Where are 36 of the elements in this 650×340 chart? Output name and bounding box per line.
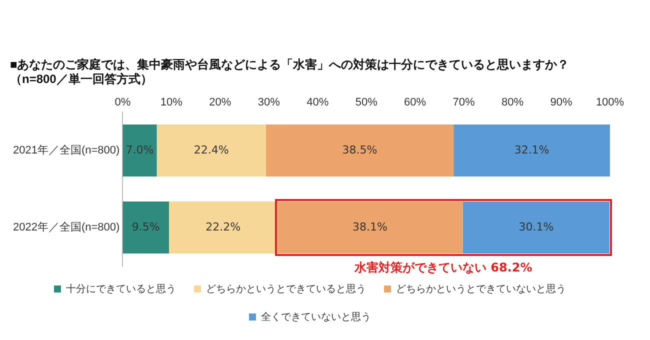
legend-label: どちらかというとできていないと思う [396, 284, 566, 295]
x-tick-label: 100% [596, 96, 624, 108]
annotation: 水害対策ができていない 68.2% [353, 260, 532, 275]
data-label: 9.5% [132, 220, 160, 234]
data-label: 7.0% [126, 143, 154, 156]
bar [462, 202, 610, 254]
y-tick-label: 2021年／全国(n=800) [12, 144, 120, 157]
x-tick-label: 20% [209, 96, 232, 108]
legend-label: どちらかというとできていると思う [206, 284, 366, 295]
data-label: 30.1% [518, 220, 554, 234]
bar [266, 124, 454, 176]
x-tick-label: 40% [306, 96, 329, 108]
legend-label: 全くできていないと思う [261, 310, 371, 323]
x-tick-label: 10% [160, 96, 183, 108]
x-tick-label: 50% [355, 96, 378, 108]
bar [168, 202, 278, 254]
x-tick-label: 80% [502, 96, 524, 108]
x-tick-label: 30% [258, 96, 280, 108]
bar [122, 202, 169, 254]
bar [122, 124, 157, 176]
chart-title: ■あなたのご家庭では、集中豪雨や台風などによる「水害」への対策は十分にできていると思いますか？ [10, 58, 570, 72]
bar [454, 124, 610, 176]
y-tick-label: 2022年／全国(n=800) [12, 222, 120, 234]
data-label: 32.1% [514, 143, 550, 156]
data-label: 22.4% [194, 143, 229, 156]
data-label: 22.2% [206, 220, 241, 234]
x-tick-label: 70% [452, 96, 476, 108]
data-label: 38.5% [342, 143, 378, 156]
x-tick-label: 60% [404, 96, 426, 108]
legend-label: 十分にできていると思う [66, 282, 176, 295]
bar [277, 202, 463, 254]
x-tick-label: 0% [114, 96, 131, 108]
bar [156, 124, 266, 176]
x-tick-label: 90% [550, 96, 572, 108]
chart-subtitle: （n=800／単一回答方式） [10, 72, 152, 86]
data-label: 38.1% [352, 220, 388, 234]
